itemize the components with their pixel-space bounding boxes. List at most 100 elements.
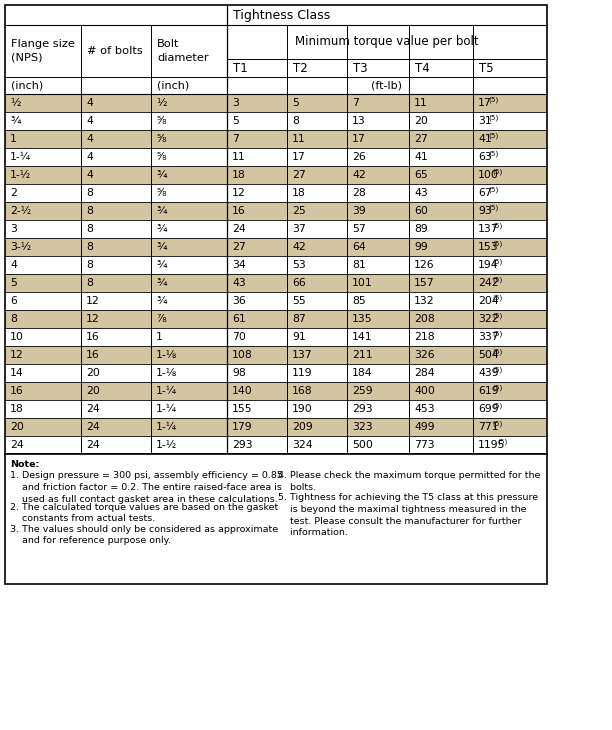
Bar [227,292,287,310]
Text: 184: 184 [352,368,373,378]
Text: 17: 17 [352,134,366,144]
Text: (5): (5) [493,294,503,301]
Text: 190: 190 [292,404,313,414]
Text: ½: ½ [10,98,20,108]
Bar [347,418,409,436]
Bar [287,400,347,418]
Bar [151,220,227,238]
Text: 41: 41 [478,134,492,144]
Bar [473,94,547,112]
Text: 10: 10 [10,332,24,342]
Text: 5: 5 [10,278,17,288]
Bar [347,328,409,346]
Bar [409,274,473,292]
Bar [227,94,287,112]
Bar [287,256,347,274]
Bar [5,112,81,130]
Bar [347,292,409,310]
Text: 11: 11 [414,98,428,108]
Text: 500: 500 [352,440,373,450]
Text: ⁵⁄₈: ⁵⁄₈ [156,134,166,144]
Bar [409,130,473,148]
Bar [409,59,473,77]
Text: 89: 89 [414,224,428,234]
Bar [287,148,347,166]
Text: 259: 259 [352,386,373,396]
Bar [227,148,287,166]
Text: 3. The values should only be considered as approximate
    and for reference pur: 3. The values should only be considered … [10,524,278,545]
Text: 37: 37 [292,224,306,234]
Bar [227,77,547,94]
Text: 1195: 1195 [478,440,506,450]
Bar [287,292,347,310]
Bar [5,310,81,328]
Text: Note:: Note: [10,460,39,469]
Bar [287,166,347,184]
Text: 24: 24 [86,422,100,432]
Bar [287,418,347,436]
Bar [151,274,227,292]
Bar [151,364,227,382]
Text: 91: 91 [292,332,306,342]
Text: 13: 13 [352,116,366,126]
Text: 1-½: 1-½ [10,170,31,180]
Text: 93: 93 [478,206,492,216]
Bar [473,382,547,400]
Text: 31: 31 [478,116,492,126]
Text: 14: 14 [10,368,24,378]
Bar [5,220,81,238]
Text: 155: 155 [232,404,253,414]
Bar [5,148,81,166]
Bar [473,130,547,148]
Text: 39: 39 [352,206,366,216]
Text: 499: 499 [414,422,435,432]
Bar [409,148,473,166]
Bar [227,310,287,328]
Text: 87: 87 [292,314,306,324]
Text: (5): (5) [493,366,503,373]
Bar [81,346,151,364]
Text: 2-½: 2-½ [10,206,31,216]
Text: 4: 4 [86,116,93,126]
Text: Minimum torque value per bolt: Minimum torque value per bolt [295,36,479,48]
Text: 8: 8 [10,314,17,324]
Text: 2. The calculated torque values are based on the gasket
    constants from actua: 2. The calculated torque values are base… [10,502,278,523]
Bar [227,238,287,256]
Text: 8: 8 [86,188,93,198]
Text: 17: 17 [292,152,306,162]
Text: 99: 99 [414,242,428,252]
Text: 16: 16 [232,206,246,216]
Bar [347,346,409,364]
Text: 337: 337 [478,332,499,342]
Bar [409,202,473,220]
Bar [5,328,81,346]
Text: 36: 36 [232,296,246,306]
Text: 24: 24 [232,224,246,234]
Text: (ft-lb): (ft-lb) [371,80,403,91]
Text: (5): (5) [493,240,503,247]
Text: 12: 12 [10,350,24,360]
Bar [473,59,547,77]
Text: 85: 85 [352,296,366,306]
Bar [409,436,473,454]
Text: 12: 12 [86,296,100,306]
Text: (5): (5) [493,348,503,355]
Bar [227,166,287,184]
Bar [473,256,547,274]
Bar [151,112,227,130]
Bar [81,220,151,238]
Bar [227,130,287,148]
Text: 24: 24 [10,440,24,450]
Text: (5): (5) [498,438,507,445]
Text: T1: T1 [233,61,248,74]
Text: (inch): (inch) [11,80,43,91]
Bar [473,436,547,454]
Text: 132: 132 [414,296,435,306]
Bar [151,310,227,328]
Text: 34: 34 [232,260,246,270]
Bar [287,346,347,364]
Text: (5): (5) [493,258,503,265]
Text: 5: 5 [292,98,299,108]
Bar [81,274,151,292]
Text: 4: 4 [10,260,17,270]
